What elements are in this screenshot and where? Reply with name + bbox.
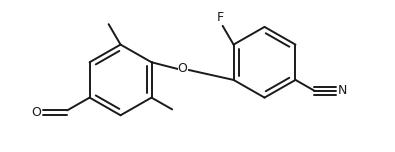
Text: N: N [338, 84, 348, 97]
Text: F: F [217, 11, 224, 24]
Text: O: O [32, 106, 41, 119]
Text: O: O [178, 62, 188, 76]
